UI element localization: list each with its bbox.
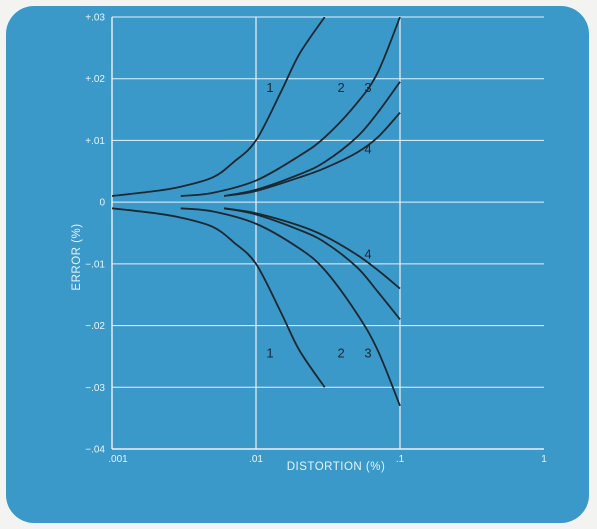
curve-label-1: 1 xyxy=(266,345,273,360)
y-tick-label: −.04 xyxy=(85,445,105,456)
curve-label-3: 3 xyxy=(364,345,371,360)
curve-4-negative xyxy=(223,207,401,290)
y-tick-labels: +.03 +.02 +.01 0 −.01 −.02 −.03 −.04 xyxy=(85,13,105,456)
curve-label-2: 2 xyxy=(337,345,344,360)
curve-4-positive xyxy=(223,112,401,197)
curve-label-4: 4 xyxy=(364,247,371,262)
curve-label-4: 4 xyxy=(364,142,371,157)
y-tick-label: +.02 xyxy=(85,74,105,85)
curve-label-2: 2 xyxy=(337,80,344,95)
curves xyxy=(112,17,401,407)
chart-panel: .001 .01 .1 1 +.03 +.02 +.01 0 −.01 −.02 −.03 −.04… xyxy=(6,6,589,523)
curve-1-negative xyxy=(112,207,326,388)
y-tick-label: +.01 xyxy=(85,136,105,147)
x-tick-label: .001 xyxy=(108,454,128,465)
curve-1-positive xyxy=(112,17,326,197)
y-tick-label: 0 xyxy=(99,198,105,209)
curve-3-negative xyxy=(223,207,401,320)
y-tick-label: −.03 xyxy=(85,383,105,394)
curve-2-negative xyxy=(180,207,401,407)
x-tick-label: 1 xyxy=(541,454,547,465)
curve-label-1: 1 xyxy=(266,80,273,95)
y-tick-label: +.03 xyxy=(85,13,105,24)
grid xyxy=(111,16,544,450)
y-tick-label: −.02 xyxy=(85,321,105,332)
curve-labels: 1 2 3 4 1 2 3 4 xyxy=(266,80,371,360)
curve-2-positive xyxy=(180,17,401,197)
x-tick-label: .01 xyxy=(249,454,263,465)
distortion-error-chart: .001 .01 .1 1 +.03 +.02 +.01 0 −.01 −.02 −.03 −.04… xyxy=(71,13,547,474)
x-tick-label: .1 xyxy=(396,454,405,465)
curve-label-3: 3 xyxy=(364,80,371,95)
y-axis-label: ERROR (%) xyxy=(71,223,83,290)
x-axis-label: DISTORTION (%) xyxy=(287,461,386,473)
x-tick-labels: .001 .01 .1 1 xyxy=(108,454,547,465)
curve-3-positive xyxy=(223,81,401,197)
y-tick-label: −.01 xyxy=(85,259,105,270)
